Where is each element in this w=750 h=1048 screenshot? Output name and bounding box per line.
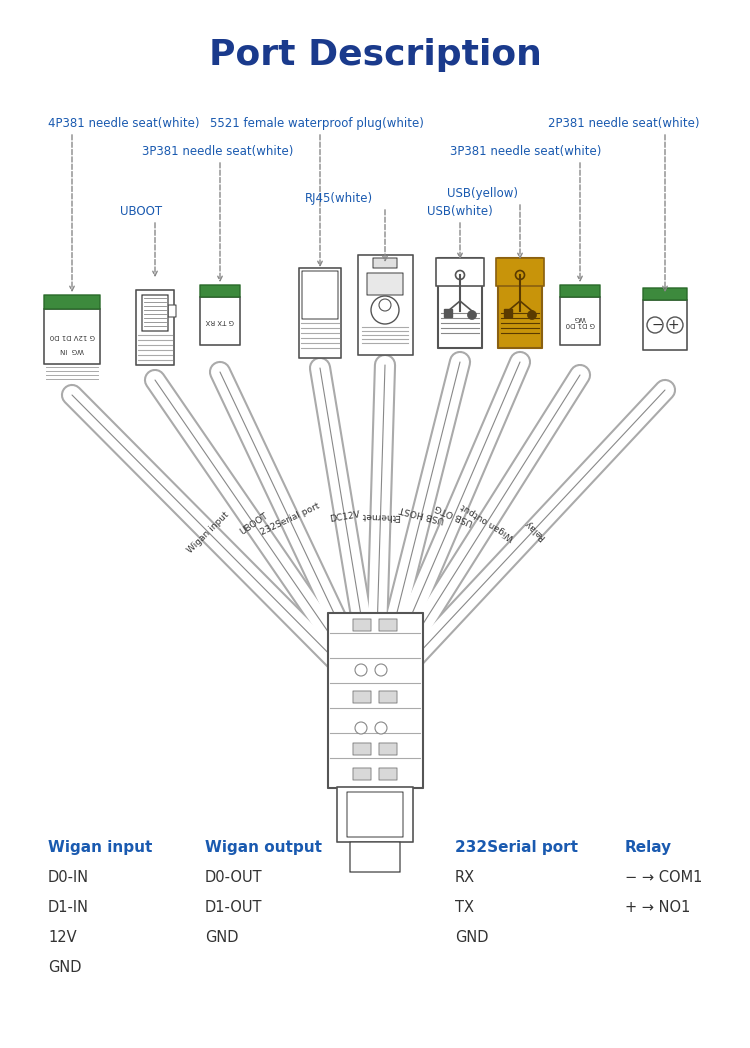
Text: USB(yellow): USB(yellow) [447, 187, 518, 200]
Text: USB HOST: USB HOST [398, 504, 445, 524]
Text: G D1 D0
WG: G D1 D0 WG [566, 314, 595, 327]
FancyBboxPatch shape [44, 309, 100, 364]
Circle shape [667, 316, 683, 333]
Text: WG  IN: WG IN [60, 347, 84, 353]
FancyBboxPatch shape [142, 294, 168, 331]
FancyBboxPatch shape [373, 258, 397, 268]
FancyBboxPatch shape [560, 297, 600, 345]
Text: 3P381 needle seat(white): 3P381 needle seat(white) [450, 145, 602, 158]
Circle shape [371, 296, 399, 324]
Text: GND: GND [205, 930, 238, 945]
Text: 4P381 needle seat(white): 4P381 needle seat(white) [48, 117, 200, 130]
FancyBboxPatch shape [347, 792, 403, 837]
Circle shape [375, 722, 387, 734]
Circle shape [379, 299, 391, 311]
Text: G TX RX: G TX RX [206, 318, 234, 324]
FancyBboxPatch shape [379, 619, 397, 631]
FancyBboxPatch shape [496, 258, 544, 286]
Circle shape [467, 310, 476, 320]
FancyBboxPatch shape [353, 743, 371, 755]
Polygon shape [444, 309, 452, 316]
FancyBboxPatch shape [299, 268, 341, 358]
Text: D0-IN: D0-IN [48, 870, 89, 885]
Text: RX: RX [455, 870, 476, 885]
Text: +: + [668, 318, 679, 332]
FancyBboxPatch shape [328, 613, 423, 788]
FancyBboxPatch shape [44, 294, 100, 309]
Text: − → COM1: − → COM1 [625, 870, 702, 885]
FancyBboxPatch shape [353, 768, 371, 780]
Text: GND: GND [48, 960, 82, 975]
Text: UBOOT: UBOOT [120, 205, 162, 218]
Text: Wigan output: Wigan output [460, 501, 516, 542]
Text: DC12V: DC12V [329, 510, 361, 524]
FancyBboxPatch shape [200, 297, 240, 345]
FancyBboxPatch shape [643, 288, 687, 300]
Text: TX: TX [455, 900, 474, 915]
Text: USB(white): USB(white) [427, 205, 493, 218]
Text: 2P381 needle seat(white): 2P381 needle seat(white) [548, 117, 700, 130]
FancyBboxPatch shape [438, 258, 482, 348]
FancyBboxPatch shape [560, 285, 600, 297]
Text: Ethernet: Ethernet [361, 510, 401, 521]
FancyBboxPatch shape [136, 290, 174, 365]
Text: 232Serial port: 232Serial port [259, 502, 321, 538]
Text: Wigan output: Wigan output [205, 840, 322, 855]
Text: G 12V D1 D0: G 12V D1 D0 [50, 333, 94, 339]
Text: RJ45(white): RJ45(white) [305, 192, 374, 205]
Polygon shape [504, 309, 512, 316]
Text: 5521 female waterproof plug(white): 5521 female waterproof plug(white) [210, 117, 424, 130]
FancyBboxPatch shape [436, 258, 484, 286]
Text: D1-OUT: D1-OUT [205, 900, 262, 915]
Text: Relay: Relay [522, 518, 547, 542]
Text: 12V: 12V [48, 930, 76, 945]
Circle shape [527, 310, 536, 320]
Circle shape [355, 722, 367, 734]
FancyBboxPatch shape [353, 691, 371, 703]
Text: Wigan input: Wigan input [186, 509, 231, 554]
Text: D0-OUT: D0-OUT [205, 870, 262, 885]
FancyBboxPatch shape [498, 258, 542, 348]
FancyBboxPatch shape [337, 787, 413, 842]
FancyBboxPatch shape [353, 619, 371, 631]
Text: UBOOT: UBOOT [238, 511, 270, 537]
Circle shape [375, 664, 387, 676]
Text: −: − [651, 318, 663, 332]
FancyBboxPatch shape [367, 272, 403, 294]
FancyBboxPatch shape [379, 768, 397, 780]
FancyBboxPatch shape [379, 743, 397, 755]
Circle shape [355, 664, 367, 676]
Text: 232Serial port: 232Serial port [455, 840, 578, 855]
FancyBboxPatch shape [379, 691, 397, 703]
Text: D1-IN: D1-IN [48, 900, 89, 915]
Text: + → NO1: + → NO1 [625, 900, 690, 915]
Circle shape [647, 316, 663, 333]
Text: USB OTG: USB OTG [434, 502, 476, 526]
FancyBboxPatch shape [643, 300, 687, 350]
Text: Relay: Relay [625, 840, 672, 855]
FancyBboxPatch shape [200, 285, 240, 297]
Text: 3P381 needle seat(white): 3P381 needle seat(white) [142, 145, 293, 158]
Text: Wigan input: Wigan input [48, 840, 152, 855]
Text: GND: GND [455, 930, 488, 945]
FancyBboxPatch shape [358, 255, 413, 355]
FancyBboxPatch shape [302, 271, 338, 319]
FancyBboxPatch shape [350, 842, 400, 872]
FancyBboxPatch shape [168, 305, 176, 316]
Text: Port Description: Port Description [209, 38, 542, 72]
